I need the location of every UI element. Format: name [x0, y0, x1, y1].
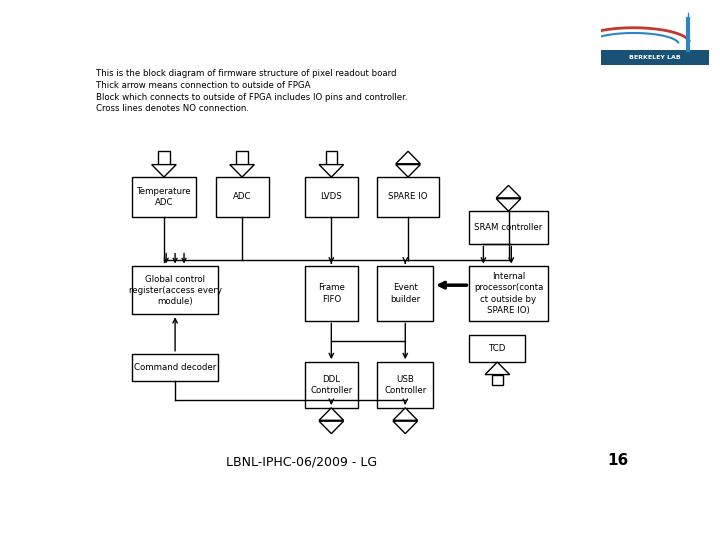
Polygon shape	[402, 164, 414, 165]
Bar	[377, 362, 433, 408]
Polygon shape	[485, 362, 510, 375]
Bar	[132, 266, 218, 314]
Polygon shape	[503, 198, 514, 199]
Bar	[377, 177, 438, 217]
Bar	[305, 266, 358, 321]
Bar	[601, 50, 709, 65]
Bar	[469, 335, 526, 362]
Bar	[215, 177, 269, 217]
Polygon shape	[230, 165, 254, 177]
Polygon shape	[236, 151, 248, 165]
Polygon shape	[325, 151, 337, 165]
Polygon shape	[325, 420, 337, 421]
Bar	[132, 354, 218, 381]
Text: Global control
register(access every
module): Global control register(access every mod…	[129, 275, 222, 306]
Text: USB
Controller: USB Controller	[384, 375, 426, 395]
Bar	[377, 266, 433, 321]
Text: LBNL-IPHC-06/2009 - LG: LBNL-IPHC-06/2009 - LG	[227, 455, 377, 468]
Polygon shape	[393, 421, 418, 434]
Bar	[469, 266, 548, 321]
Polygon shape	[393, 408, 418, 420]
Polygon shape	[496, 185, 521, 198]
Bar	[305, 362, 358, 408]
Text: ADC: ADC	[233, 192, 251, 201]
Polygon shape	[152, 165, 176, 177]
Text: Frame
FIFO: Frame FIFO	[318, 284, 345, 303]
Polygon shape	[319, 165, 343, 177]
Text: DDL
Controller: DDL Controller	[310, 375, 353, 395]
Polygon shape	[400, 420, 411, 421]
Text: SPARE IO: SPARE IO	[388, 192, 428, 201]
Polygon shape	[396, 151, 420, 164]
Text: 16: 16	[607, 453, 629, 468]
Polygon shape	[496, 199, 521, 211]
Text: LVDS: LVDS	[320, 192, 342, 201]
Text: Command decoder: Command decoder	[134, 363, 216, 372]
Bar	[132, 177, 196, 217]
Text: BERKELEY LAB: BERKELEY LAB	[629, 55, 681, 60]
Bar	[305, 177, 358, 217]
Bar	[469, 211, 548, 244]
Polygon shape	[319, 421, 343, 434]
Text: Temperature
ADC: Temperature ADC	[137, 187, 192, 207]
Text: Event
builder: Event builder	[390, 284, 420, 303]
Polygon shape	[319, 408, 343, 420]
Text: TCD: TCD	[489, 344, 506, 353]
Polygon shape	[396, 165, 420, 177]
Polygon shape	[492, 375, 503, 385]
Text: SRAM controller: SRAM controller	[474, 223, 543, 232]
Text: Internal
processor(conta
ct outside by
SPARE IO): Internal processor(conta ct outside by S…	[474, 272, 543, 315]
Text: This is the block diagram of firmware structure of pixel readout board
Thick arr: This is the block diagram of firmware st…	[96, 69, 407, 113]
Polygon shape	[158, 151, 169, 165]
